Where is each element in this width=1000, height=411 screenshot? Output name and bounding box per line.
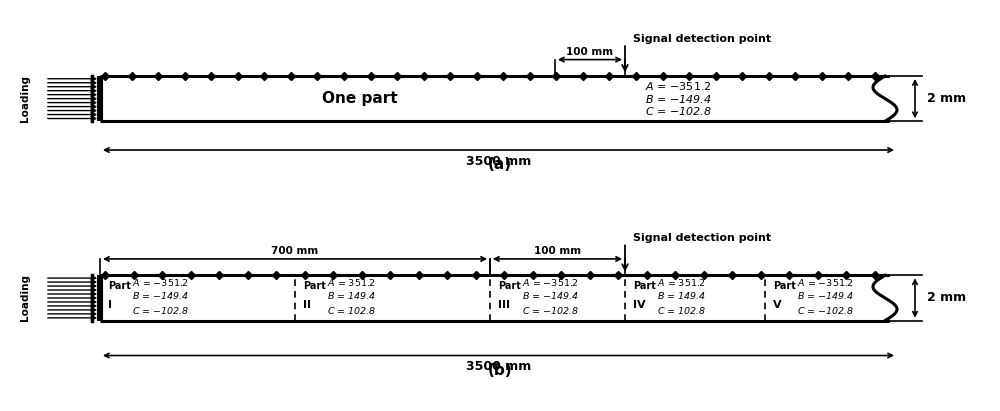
Text: Part: Part (773, 282, 796, 291)
Text: 3500 mm: 3500 mm (466, 360, 531, 374)
Text: $B$ = 149.4: $B$ = 149.4 (327, 291, 376, 301)
Text: $B$ = 149.4: $B$ = 149.4 (657, 291, 706, 301)
Text: $A$ = $-$351.2: $A$ = $-$351.2 (645, 80, 711, 92)
Text: Part: Part (303, 282, 326, 291)
Text: $C$ = 102.8: $C$ = 102.8 (327, 305, 376, 316)
Text: $A$ = −351.2: $A$ = −351.2 (522, 277, 579, 288)
Text: One part: One part (322, 91, 398, 106)
Text: $B$ = −149.4: $B$ = −149.4 (522, 291, 579, 301)
Text: II: II (303, 300, 311, 310)
Text: $C$ = $-$102.8: $C$ = $-$102.8 (645, 105, 712, 117)
Text: $B$ = $-$149.4: $B$ = $-$149.4 (645, 92, 711, 105)
Text: $A$ = 351.2: $A$ = 351.2 (657, 277, 706, 288)
Text: Signal detection point: Signal detection point (633, 34, 771, 44)
Text: I: I (108, 300, 112, 310)
Text: Part: Part (498, 282, 521, 291)
Text: III: III (498, 300, 510, 310)
Text: $A$ = 351.2: $A$ = 351.2 (327, 277, 376, 288)
Text: Part: Part (108, 282, 131, 291)
Text: 100 mm: 100 mm (566, 47, 614, 57)
Text: Loading: Loading (20, 275, 30, 321)
Text: Loading: Loading (20, 75, 30, 122)
Text: $C$ = −102.8: $C$ = −102.8 (797, 305, 854, 316)
Text: $C$ = −102.8: $C$ = −102.8 (522, 305, 579, 316)
Text: V: V (773, 300, 782, 310)
Text: 3500 mm: 3500 mm (466, 155, 531, 168)
Text: 2 mm: 2 mm (927, 291, 966, 305)
Text: 2 mm: 2 mm (927, 92, 966, 105)
Text: (b): (b) (488, 363, 512, 378)
Text: $B$ = −149.4: $B$ = −149.4 (132, 291, 189, 301)
Text: Part: Part (633, 282, 656, 291)
Text: $C$ = −102.8: $C$ = −102.8 (132, 305, 189, 316)
Text: IV: IV (633, 300, 646, 310)
Text: 100 mm: 100 mm (534, 246, 581, 256)
Text: $A$ = −351.2: $A$ = −351.2 (132, 277, 189, 288)
Text: $C$ = 102.8: $C$ = 102.8 (657, 305, 706, 316)
Text: 700 mm: 700 mm (271, 246, 319, 256)
Text: Signal detection point: Signal detection point (633, 233, 771, 243)
Text: (a): (a) (488, 157, 512, 172)
Text: $B$ = −149.4: $B$ = −149.4 (797, 291, 854, 301)
Text: $A$ = −351.2: $A$ = −351.2 (797, 277, 854, 288)
